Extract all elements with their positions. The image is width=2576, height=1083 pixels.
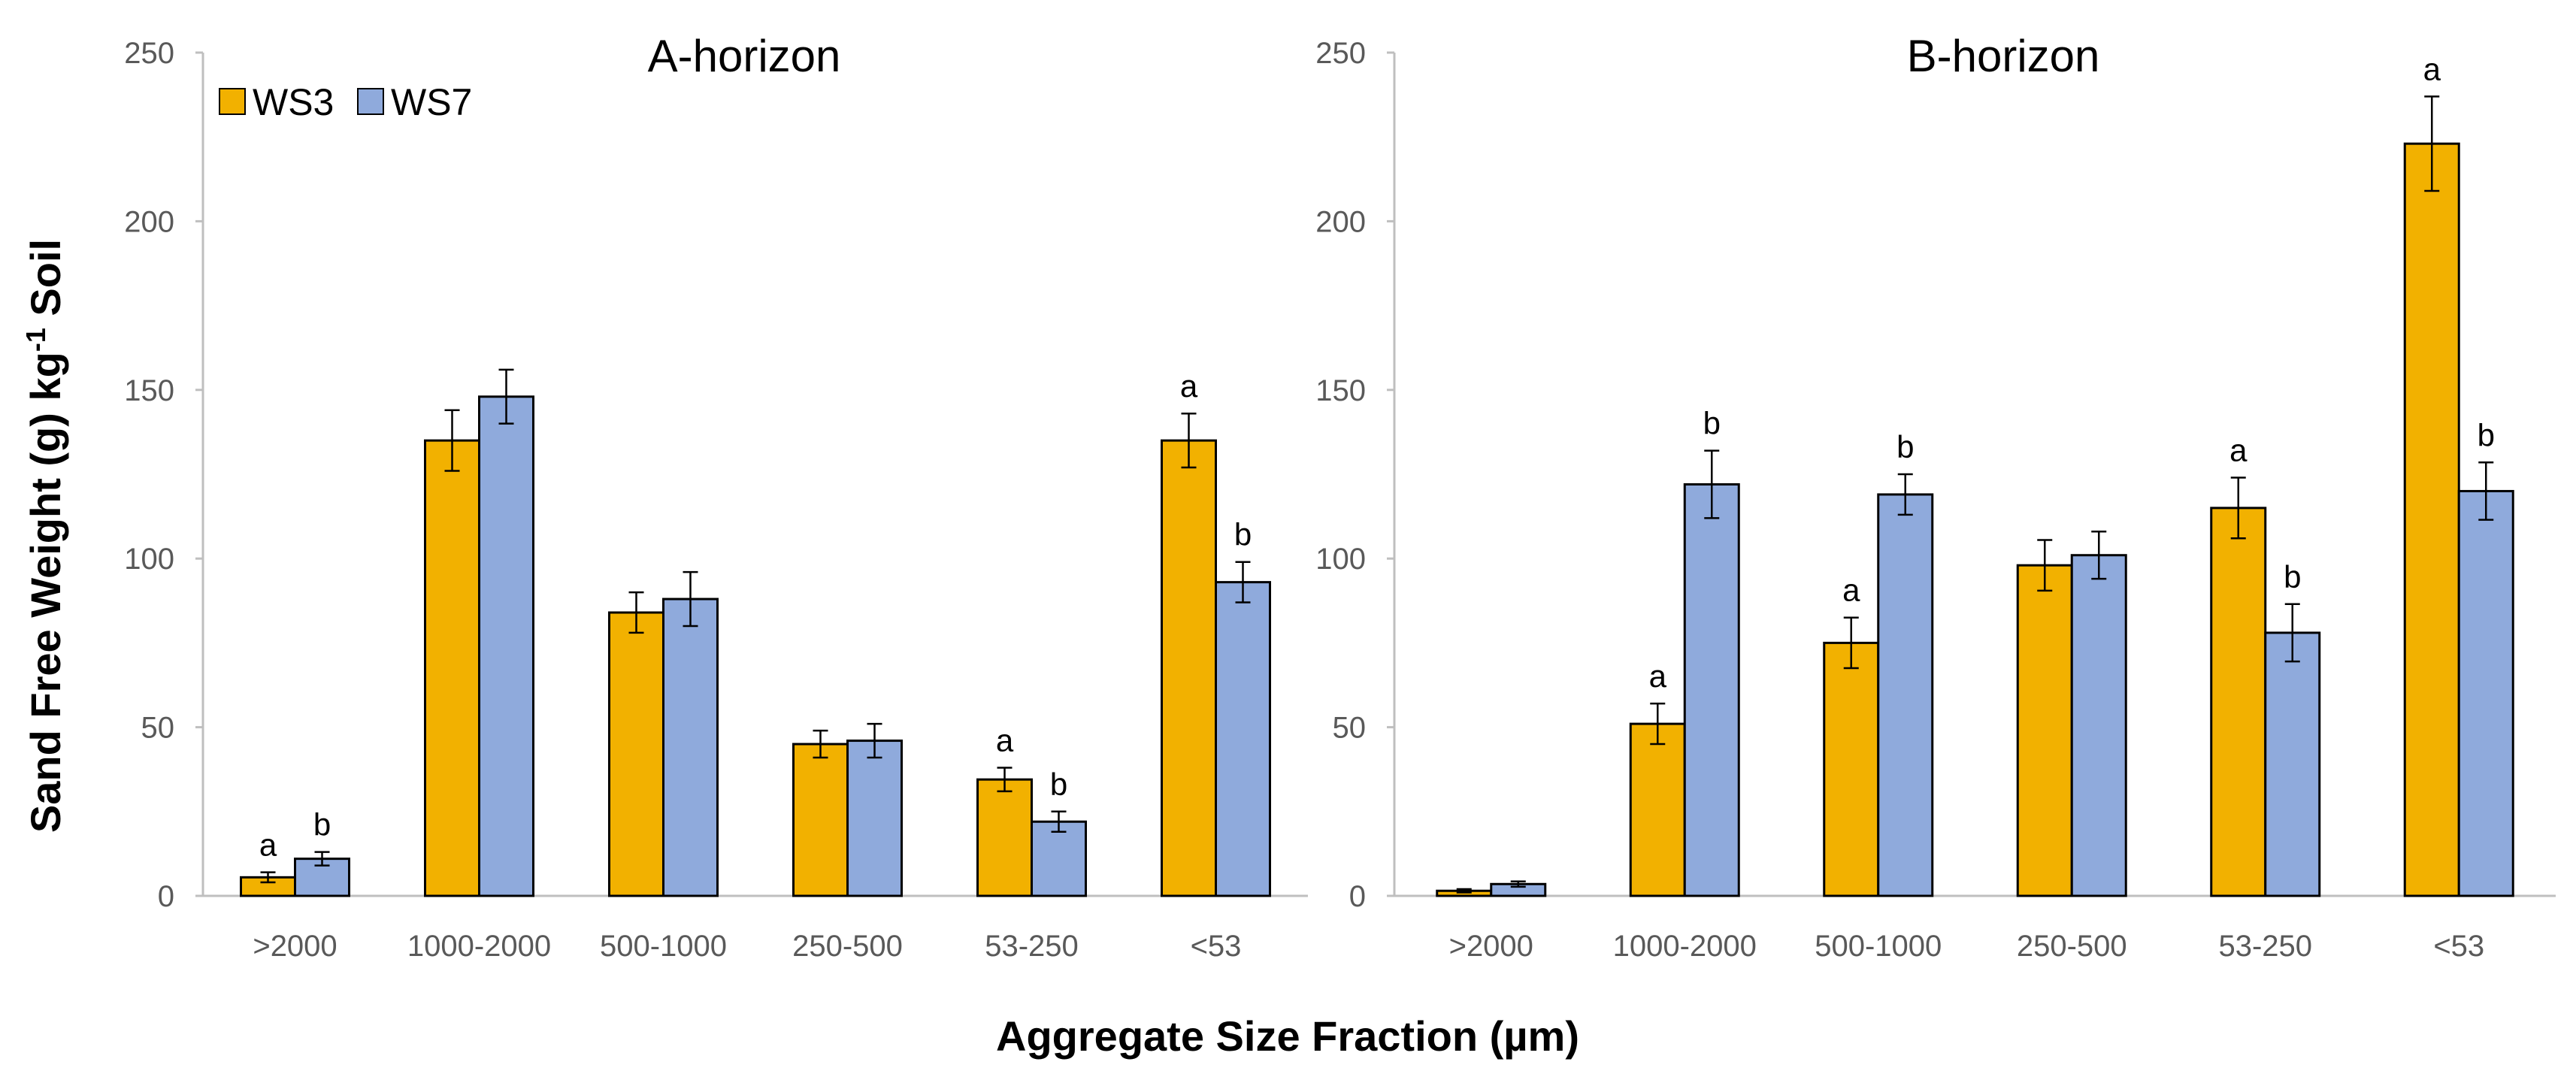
legend-label-ws7: WS7 (391, 81, 472, 123)
x-tick-label: 250-500 (792, 930, 903, 963)
chart-b-horizon: B-horizon 0 50 100 150 200 250 >2000 1000-2000 a b… (1315, 31, 2556, 963)
x-axis-title: Aggregate Size Fraction (µm) (996, 1012, 1579, 1060)
significance-letter: b (1234, 517, 1252, 552)
bar-ws3 (976, 778, 1033, 897)
significance-letter: b (2284, 559, 2301, 594)
y-tick-label: 150 (124, 374, 174, 407)
bar-ws7 (1683, 483, 1740, 897)
y-tick-label: 150 (1315, 374, 1366, 407)
bar-ws7 (478, 395, 534, 897)
bar-ws7 (1877, 493, 1934, 897)
y-tick-label: 0 (158, 880, 174, 913)
y-tick-label: 250 (1315, 37, 1366, 70)
bar-ws3 (1161, 439, 1217, 897)
x-tick-label: 1000-2000 (407, 930, 551, 963)
bar-ws3 (424, 439, 480, 897)
significance-letter: b (1050, 767, 1067, 802)
x-tick-label: 250-500 (2017, 930, 2127, 963)
significance-letter: a (1842, 573, 1860, 608)
bar-ws3 (792, 743, 849, 897)
x-tick-label: 1000-2000 (1613, 930, 1757, 963)
x-tick-label: <53 (2433, 930, 2484, 963)
bar-ws3 (1823, 641, 1880, 897)
bar-ws7 (662, 597, 719, 897)
significance-letter: a (1180, 368, 1198, 404)
bar-ws3 (1629, 722, 1686, 897)
y-tick-label: 50 (1333, 712, 1367, 745)
y-tick-label: 0 (1349, 880, 1366, 913)
y-tick-label: 200 (1315, 205, 1366, 238)
y-axis-title-tail: Soil (22, 239, 69, 328)
y-tick-label: 250 (124, 37, 174, 70)
bar-ws7 (2264, 631, 2321, 897)
chart-title-a: A-horizon (648, 31, 841, 81)
y-axis-title: Sand Free Weight (g) kg-1 Soil (20, 239, 70, 833)
x-tick-label: 53-250 (985, 930, 1079, 963)
legend-swatch-ws3 (219, 88, 246, 115)
significance-letter: a (2423, 51, 2441, 86)
significance-letter: b (2478, 417, 2495, 452)
y-axis-title-sup: -1 (20, 328, 51, 352)
x-tick-label: <53 (1191, 930, 1242, 963)
y-tick-label: 100 (124, 543, 174, 576)
significance-letter: b (1703, 406, 1721, 441)
y-tick-label: 50 (141, 712, 175, 745)
bar-ws3 (608, 611, 664, 897)
y-tick-label: 100 (1315, 543, 1366, 576)
y-axis-title-main: Sand Free Weight (g) kg (22, 352, 69, 833)
bar-ws3 (2403, 142, 2460, 897)
bar-ws7 (846, 740, 903, 897)
bar-ws7 (2070, 554, 2127, 897)
bar-ws7 (1031, 820, 1087, 897)
significance-letter: b (313, 807, 331, 843)
bar-ws7 (2457, 489, 2514, 897)
significance-letter: a (1649, 658, 1667, 694)
x-tick-label: 500-1000 (1815, 930, 1942, 963)
significance-letter: a (996, 722, 1014, 758)
x-tick-label: 500-1000 (600, 930, 727, 963)
legend-label-ws3: WS3 (253, 81, 334, 123)
x-tick-label: >2000 (253, 930, 337, 963)
bar-ws3 (2210, 507, 2267, 897)
x-tick-label: >2000 (1449, 930, 1533, 963)
significance-letter: a (259, 827, 277, 863)
chart-title-b: B-horizon (1907, 31, 2100, 81)
x-tick-label: 53-250 (2218, 930, 2312, 963)
chart-a-horizon: A-horizon050100150200250>2000ab1000-2000… (124, 31, 1308, 963)
y-tick-label: 200 (124, 205, 174, 238)
significance-letter: b (1896, 429, 1914, 464)
significance-letter: a (2229, 432, 2248, 467)
legend: WS3 WS7 (219, 81, 472, 123)
bar-ws7 (1215, 581, 1271, 897)
bar-ws3 (2016, 564, 2073, 897)
legend-swatch-ws7 (357, 88, 384, 115)
